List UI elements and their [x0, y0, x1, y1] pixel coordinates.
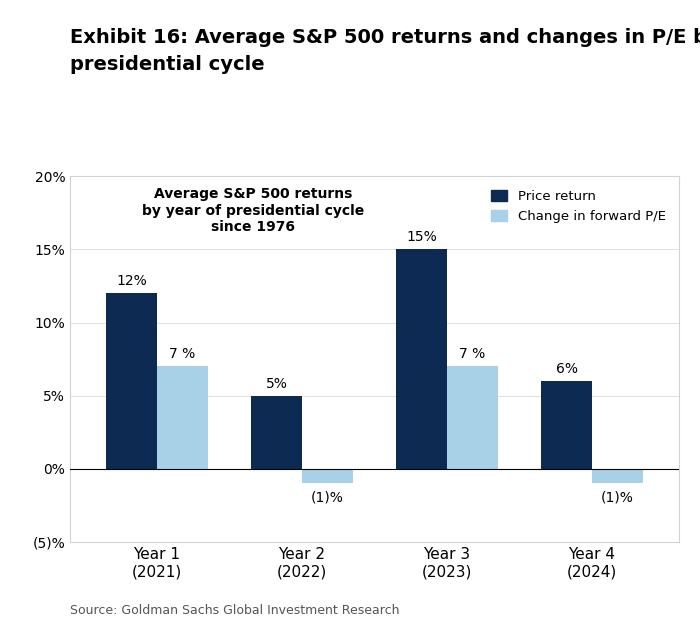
Text: 7 %: 7 %: [169, 347, 195, 361]
Bar: [447, 367, 498, 469]
Text: (1)%: (1)%: [601, 491, 634, 505]
Text: presidential cycle: presidential cycle: [70, 55, 265, 74]
Bar: [251, 396, 302, 469]
Text: Average S&P 500 returns
by year of presidential cycle
since 1976: Average S&P 500 returns by year of presi…: [141, 187, 364, 234]
Text: 5%: 5%: [266, 377, 288, 391]
Text: (1)%: (1)%: [311, 491, 344, 505]
Bar: [396, 249, 447, 469]
Bar: [302, 469, 353, 483]
Bar: [592, 469, 643, 483]
Text: 7 %: 7 %: [459, 347, 486, 361]
Text: Exhibit 16: Average S&P 500 returns and changes in P/E by year of: Exhibit 16: Average S&P 500 returns and …: [70, 28, 700, 47]
Bar: [106, 294, 157, 469]
Text: Source: Goldman Sachs Global Investment Research: Source: Goldman Sachs Global Investment …: [70, 604, 400, 617]
Text: 6%: 6%: [556, 362, 578, 376]
Text: 15%: 15%: [406, 231, 437, 244]
Text: 12%: 12%: [116, 274, 147, 288]
Bar: [541, 381, 592, 469]
Legend: Price return, Change in forward P/E: Price return, Change in forward P/E: [485, 183, 673, 230]
Bar: [157, 367, 208, 469]
